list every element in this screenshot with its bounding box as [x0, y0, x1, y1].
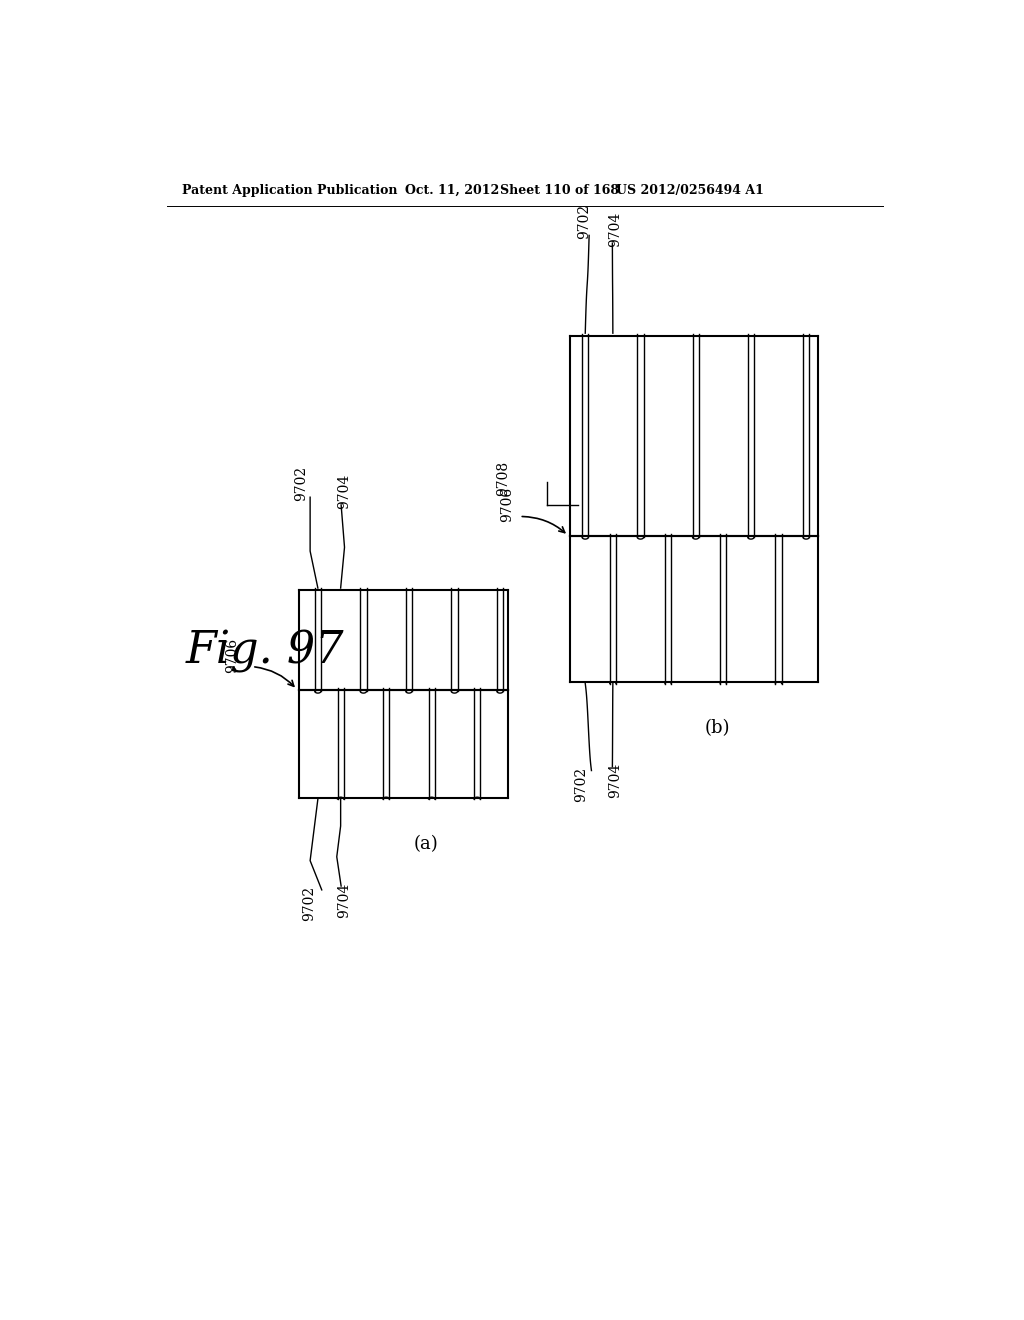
Text: 9706: 9706 — [225, 638, 239, 673]
Text: 9704: 9704 — [337, 474, 351, 508]
Text: 9708: 9708 — [496, 461, 510, 495]
Text: Sheet 110 of 168: Sheet 110 of 168 — [500, 185, 618, 197]
Text: 9702: 9702 — [302, 886, 316, 921]
Text: US 2012/0256494 A1: US 2012/0256494 A1 — [616, 185, 764, 197]
Text: Patent Application Publication: Patent Application Publication — [182, 185, 397, 197]
Text: Fig. 97: Fig. 97 — [186, 630, 345, 673]
Text: (a): (a) — [414, 834, 438, 853]
Text: 9702: 9702 — [578, 205, 592, 239]
Text: 9702: 9702 — [574, 767, 589, 803]
Text: Oct. 11, 2012: Oct. 11, 2012 — [406, 185, 500, 197]
Text: 9706: 9706 — [500, 487, 514, 523]
Text: 9704: 9704 — [608, 211, 623, 247]
Text: 9702: 9702 — [295, 466, 308, 500]
Text: 9704: 9704 — [337, 882, 351, 917]
Text: 9704: 9704 — [608, 763, 623, 799]
Text: (b): (b) — [705, 719, 730, 737]
